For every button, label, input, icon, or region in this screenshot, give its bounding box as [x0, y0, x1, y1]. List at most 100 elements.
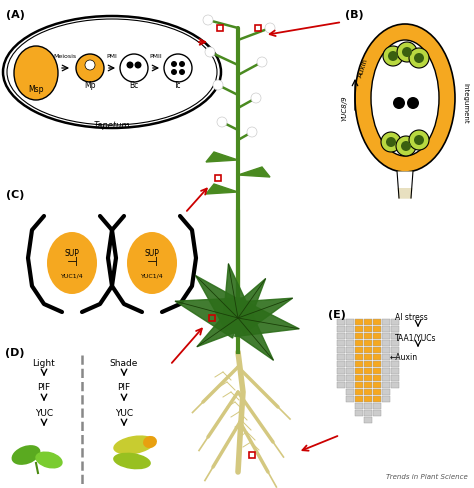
Bar — [355, 319, 363, 325]
Bar — [346, 382, 354, 387]
Bar — [364, 340, 372, 346]
Circle shape — [414, 135, 424, 145]
Circle shape — [393, 97, 405, 109]
Polygon shape — [227, 308, 273, 360]
Polygon shape — [228, 279, 265, 325]
Bar — [373, 340, 381, 346]
Ellipse shape — [113, 453, 151, 469]
Bar — [382, 332, 390, 339]
Bar — [337, 319, 345, 325]
Text: (D): (D) — [5, 348, 25, 358]
Bar — [382, 325, 390, 331]
Bar — [249, 452, 255, 458]
Polygon shape — [232, 298, 292, 334]
Circle shape — [85, 60, 95, 70]
Polygon shape — [197, 307, 246, 346]
Text: ←Auxin: ←Auxin — [390, 352, 418, 362]
Bar — [364, 346, 372, 352]
Ellipse shape — [11, 445, 40, 465]
Bar — [355, 353, 363, 360]
Bar — [355, 388, 363, 394]
Bar — [391, 325, 399, 331]
Circle shape — [409, 130, 429, 150]
Bar — [364, 319, 372, 325]
Polygon shape — [175, 298, 243, 338]
Ellipse shape — [47, 232, 97, 294]
Bar — [391, 361, 399, 366]
Circle shape — [171, 69, 177, 75]
Bar — [346, 346, 354, 352]
Bar — [364, 409, 372, 415]
Polygon shape — [397, 172, 413, 198]
Circle shape — [205, 47, 215, 57]
Bar — [337, 353, 345, 360]
Circle shape — [247, 127, 257, 137]
Bar — [373, 325, 381, 331]
Circle shape — [213, 80, 223, 90]
Bar — [382, 374, 390, 381]
Bar — [355, 332, 363, 339]
Text: Tc: Tc — [174, 81, 182, 90]
Bar — [382, 395, 390, 402]
Bar — [373, 353, 381, 360]
Polygon shape — [238, 167, 270, 177]
Text: SUP: SUP — [145, 248, 159, 258]
Circle shape — [179, 61, 185, 67]
Bar — [337, 367, 345, 373]
Polygon shape — [387, 172, 423, 188]
Ellipse shape — [113, 435, 155, 455]
Circle shape — [402, 47, 412, 57]
Bar — [215, 175, 221, 181]
Text: Al stress: Al stress — [395, 313, 428, 323]
Circle shape — [409, 48, 429, 68]
Bar — [355, 374, 363, 381]
Bar — [346, 319, 354, 325]
Bar — [209, 315, 215, 321]
Circle shape — [407, 97, 419, 109]
Bar — [337, 346, 345, 352]
Ellipse shape — [371, 40, 439, 156]
Bar — [346, 340, 354, 346]
Text: Auxin: Auxin — [357, 58, 369, 79]
Circle shape — [171, 61, 177, 67]
Circle shape — [386, 137, 396, 147]
Polygon shape — [196, 276, 250, 330]
Text: PMII: PMII — [150, 55, 163, 60]
Bar — [391, 353, 399, 360]
Bar — [364, 325, 372, 331]
Circle shape — [135, 61, 142, 68]
Text: Mp: Mp — [84, 81, 96, 90]
Bar — [382, 361, 390, 366]
Text: (E): (E) — [328, 310, 346, 320]
Bar — [373, 361, 381, 366]
Text: (A): (A) — [6, 10, 25, 20]
Circle shape — [251, 93, 261, 103]
Bar — [364, 353, 372, 360]
Bar — [382, 319, 390, 325]
Circle shape — [383, 46, 403, 66]
Text: YUC1/4: YUC1/4 — [141, 273, 164, 279]
Bar — [382, 340, 390, 346]
Bar — [355, 409, 363, 415]
Text: YUC: YUC — [115, 408, 133, 418]
Bar — [373, 382, 381, 387]
Bar — [337, 332, 345, 339]
Bar — [337, 325, 345, 331]
Polygon shape — [223, 264, 253, 321]
Text: Msp: Msp — [28, 85, 44, 95]
Bar — [346, 353, 354, 360]
Ellipse shape — [127, 232, 177, 294]
Circle shape — [397, 42, 417, 62]
Bar — [382, 367, 390, 373]
Text: PMI: PMI — [107, 55, 118, 60]
Circle shape — [76, 54, 104, 82]
Circle shape — [217, 117, 227, 127]
Circle shape — [396, 136, 416, 156]
Text: Meiosis: Meiosis — [54, 55, 77, 60]
Bar — [391, 346, 399, 352]
Bar — [391, 332, 399, 339]
Bar — [364, 374, 372, 381]
Bar — [364, 416, 372, 423]
Polygon shape — [235, 300, 299, 337]
Bar — [391, 367, 399, 373]
